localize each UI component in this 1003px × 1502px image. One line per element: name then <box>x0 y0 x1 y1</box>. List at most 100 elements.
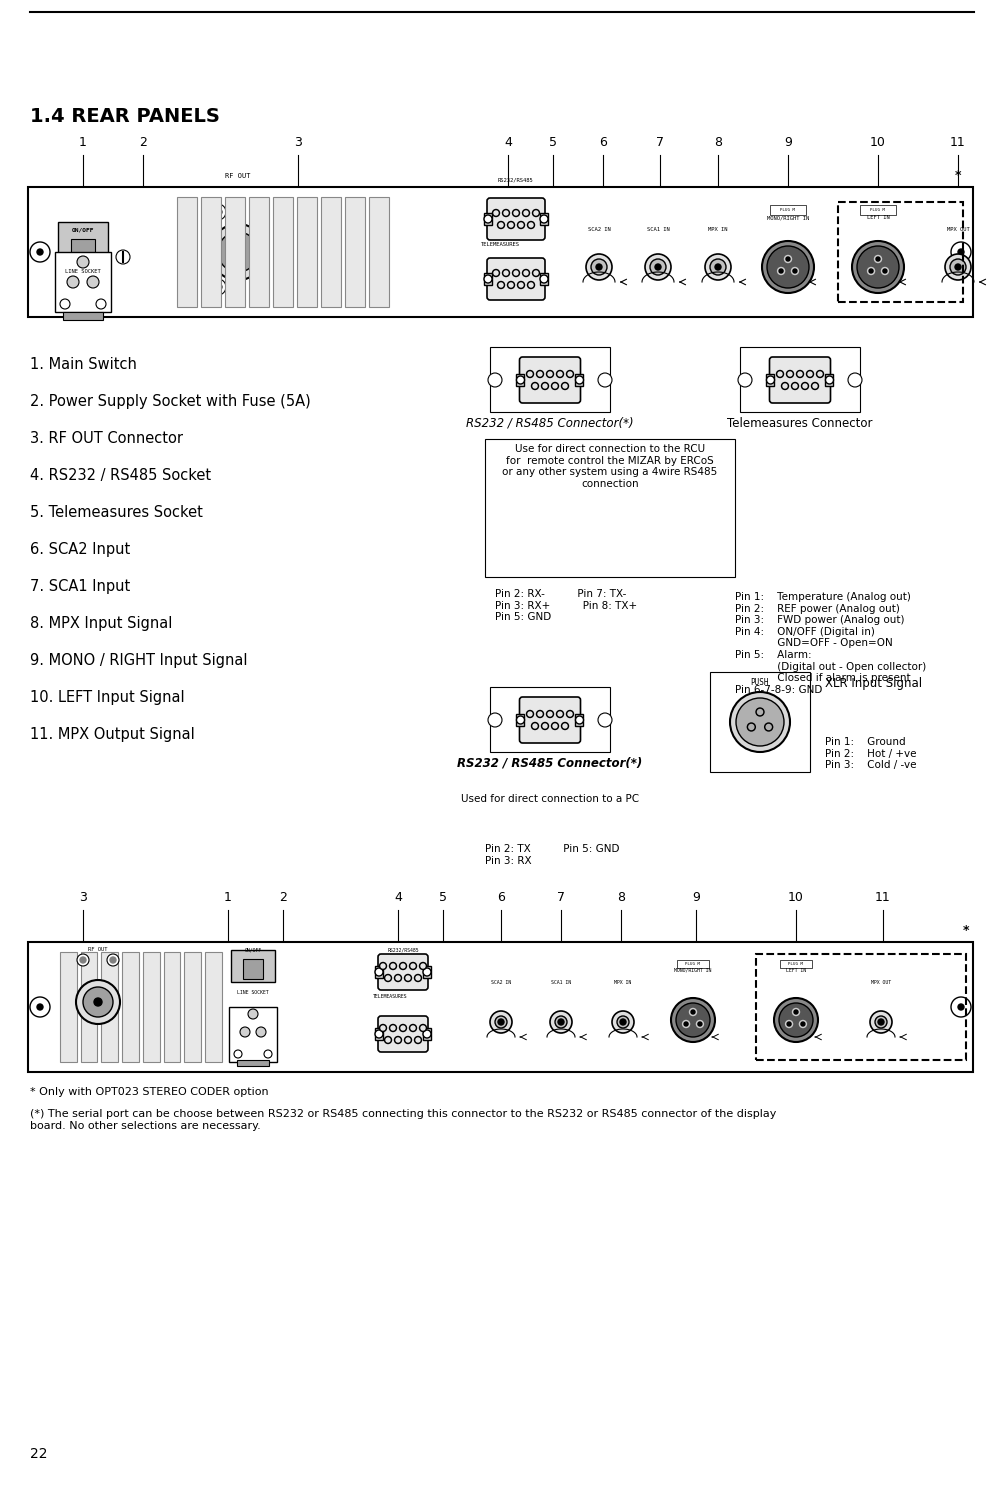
Bar <box>375 1027 382 1039</box>
Bar <box>142 952 159 1062</box>
Circle shape <box>389 963 396 969</box>
Text: LINE SOCKET: LINE SOCKET <box>65 269 100 273</box>
Text: RF OUT: RF OUT <box>225 173 251 179</box>
Text: MONO/RIGHT IN: MONO/RIGHT IN <box>674 967 711 973</box>
Circle shape <box>516 376 524 385</box>
Bar <box>60 952 76 1062</box>
Text: SCA1 IN: SCA1 IN <box>551 979 571 985</box>
Circle shape <box>954 264 960 270</box>
Circle shape <box>612 1011 633 1033</box>
Circle shape <box>509 222 513 227</box>
Bar <box>297 197 317 306</box>
Text: *: * <box>962 924 968 937</box>
Bar <box>575 374 583 386</box>
Circle shape <box>375 967 382 976</box>
Bar <box>516 713 524 725</box>
Circle shape <box>773 997 817 1042</box>
Text: 3: 3 <box>294 137 302 149</box>
Circle shape <box>395 1038 399 1042</box>
Circle shape <box>790 383 797 389</box>
Text: Pin 1:    Temperature (Analog out)
Pin 2:    REF power (Analog out)
Pin 3:    FW: Pin 1: Temperature (Analog out) Pin 2: R… <box>734 592 926 695</box>
Text: 6. SCA2 Input: 6. SCA2 Input <box>30 542 130 557</box>
Text: PLUG M: PLUG M <box>685 961 700 966</box>
Bar <box>489 347 610 412</box>
Circle shape <box>375 1030 382 1038</box>
Circle shape <box>76 979 120 1024</box>
Text: MPX IN: MPX IN <box>614 979 631 985</box>
Circle shape <box>492 269 499 276</box>
Circle shape <box>504 270 508 275</box>
Text: RS232/RS485: RS232/RS485 <box>497 177 534 182</box>
Bar <box>229 1006 277 1062</box>
Text: Pin 2: RX-          Pin 7: TX-
Pin 3: RX+          Pin 8: TX+
Pin 5: GND: Pin 2: RX- Pin 7: TX- Pin 3: RX+ Pin 8: … <box>494 589 637 622</box>
Circle shape <box>546 371 553 377</box>
Circle shape <box>875 1015 886 1027</box>
Circle shape <box>409 963 416 969</box>
Circle shape <box>857 246 898 288</box>
Circle shape <box>419 1024 426 1032</box>
Circle shape <box>949 258 965 275</box>
Circle shape <box>540 215 548 222</box>
Circle shape <box>764 722 772 731</box>
Circle shape <box>534 270 538 275</box>
Circle shape <box>524 210 528 215</box>
Circle shape <box>254 282 262 291</box>
Circle shape <box>620 1018 626 1024</box>
Circle shape <box>950 242 970 261</box>
Text: XLR Input Signal: XLR Input Signal <box>824 677 921 689</box>
Circle shape <box>780 383 787 389</box>
FancyBboxPatch shape <box>768 357 829 403</box>
Bar <box>769 204 805 215</box>
Circle shape <box>77 255 89 267</box>
Circle shape <box>558 1018 564 1024</box>
Circle shape <box>556 710 563 718</box>
Circle shape <box>399 1024 406 1032</box>
Circle shape <box>807 372 811 376</box>
Text: Pin 2: TX          Pin 5: GND
Pin 3: RX: Pin 2: TX Pin 5: GND Pin 3: RX <box>484 844 619 865</box>
Circle shape <box>516 716 524 724</box>
Circle shape <box>795 371 802 377</box>
Circle shape <box>214 207 222 216</box>
Circle shape <box>87 276 99 288</box>
Circle shape <box>551 383 558 389</box>
Circle shape <box>536 710 543 718</box>
Text: RS232 / RS485 Connector(*): RS232 / RS485 Connector(*) <box>457 757 642 771</box>
Circle shape <box>746 722 754 731</box>
Circle shape <box>493 270 497 275</box>
Circle shape <box>792 269 796 273</box>
Circle shape <box>379 1024 386 1032</box>
Circle shape <box>507 221 514 228</box>
Circle shape <box>533 385 537 388</box>
Circle shape <box>556 371 563 377</box>
Bar <box>243 958 263 979</box>
Circle shape <box>526 371 533 377</box>
Circle shape <box>385 1038 389 1042</box>
Circle shape <box>756 709 761 715</box>
Bar <box>375 966 382 978</box>
Circle shape <box>598 713 612 727</box>
Circle shape <box>870 1011 891 1033</box>
Circle shape <box>878 1018 883 1024</box>
Text: 11: 11 <box>875 891 890 904</box>
Circle shape <box>517 221 524 228</box>
Circle shape <box>37 1003 43 1009</box>
Bar <box>824 374 832 386</box>
Circle shape <box>534 210 538 215</box>
Circle shape <box>776 267 783 275</box>
Bar <box>163 952 181 1062</box>
Text: 6: 6 <box>599 137 607 149</box>
Text: 9. MONO / RIGHT Input Signal: 9. MONO / RIGHT Input Signal <box>30 653 248 668</box>
Bar <box>779 960 811 967</box>
Text: RS232/RS485: RS232/RS485 <box>387 946 418 952</box>
Circle shape <box>548 372 552 376</box>
Bar <box>575 713 583 725</box>
Text: 10. LEFT Input Signal: 10. LEFT Input Signal <box>30 689 185 704</box>
Text: MPX OUT: MPX OUT <box>946 227 969 231</box>
Text: LEFT IN: LEFT IN <box>785 967 805 973</box>
Circle shape <box>233 246 243 257</box>
Bar <box>101 952 118 1062</box>
Circle shape <box>709 258 725 275</box>
Circle shape <box>874 255 881 263</box>
Circle shape <box>553 724 557 728</box>
Circle shape <box>541 722 548 730</box>
